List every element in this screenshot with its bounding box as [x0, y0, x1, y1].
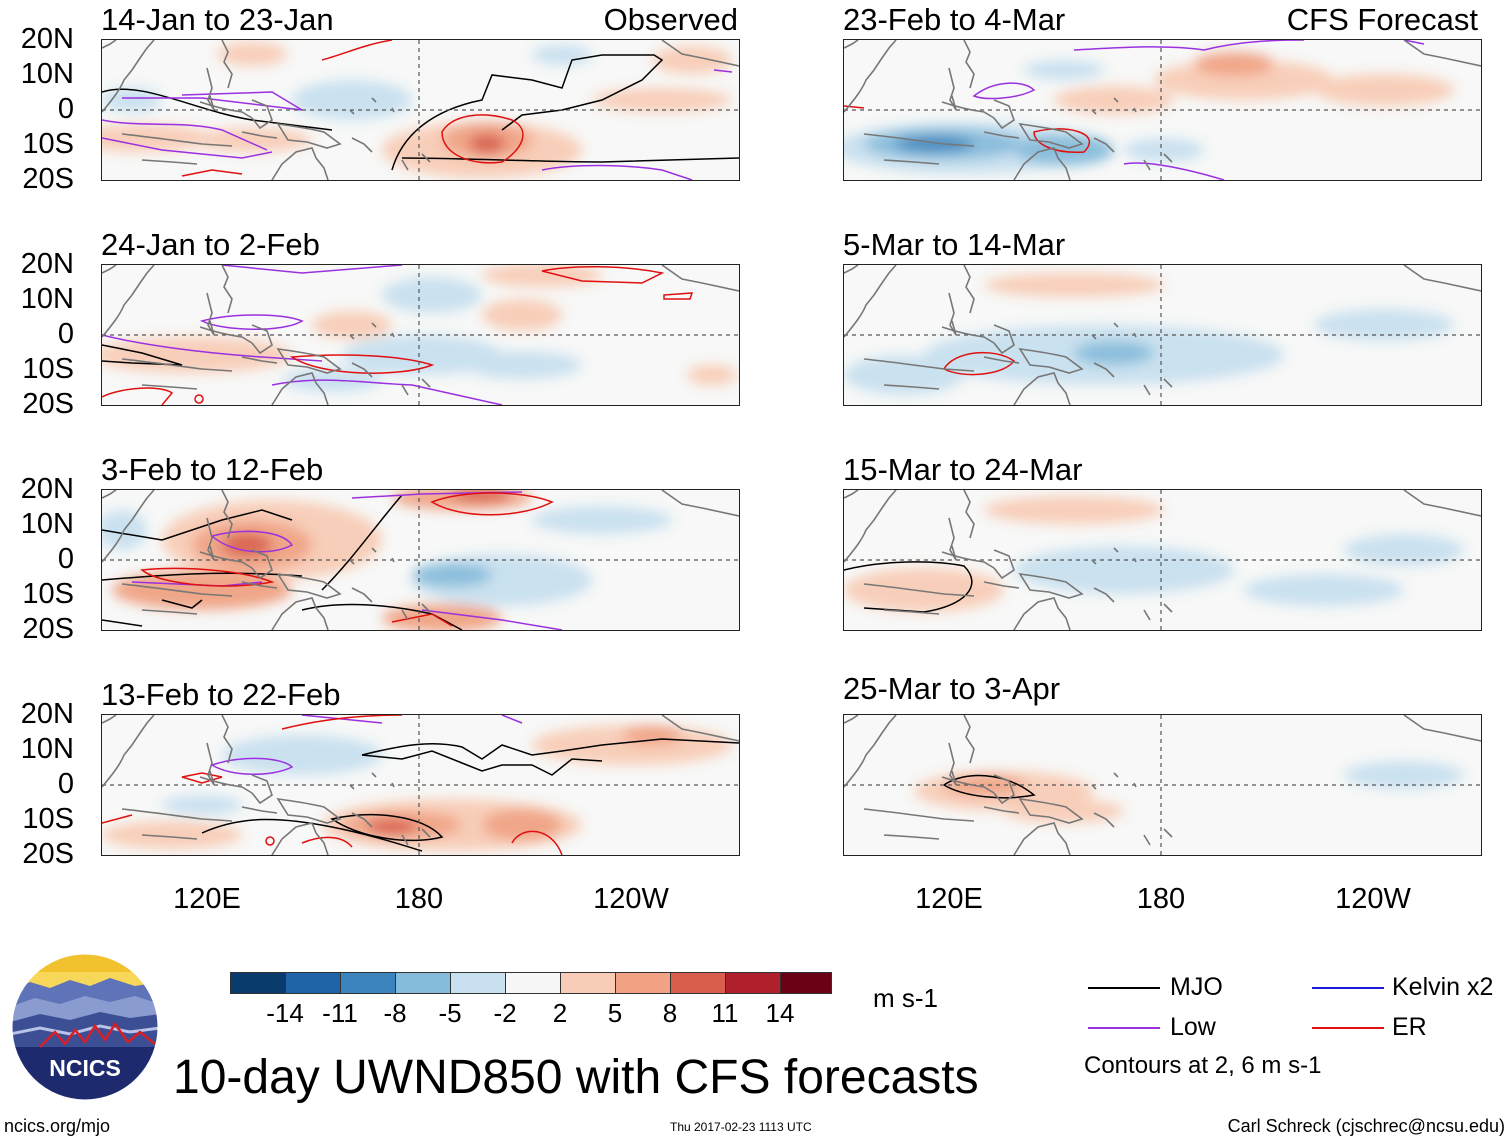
- colorbar-segment: [285, 972, 341, 994]
- lat-label: 20S: [22, 838, 74, 870]
- lat-label: 20N: [20, 248, 74, 280]
- legend-label: MJO: [1170, 973, 1223, 1001]
- figure-title: 10-day UWND850 with CFS forecasts: [173, 1051, 979, 1104]
- lat-label: 20N: [20, 473, 74, 505]
- lat-label: 0: [57, 768, 74, 800]
- lat-label: 20N: [20, 698, 74, 730]
- legend-swatch-er: [1312, 1027, 1384, 1029]
- observed-label: Observed: [603, 2, 738, 37]
- colorbar-tick-label: -11: [322, 998, 358, 1028]
- lat-label: 10N: [20, 283, 74, 315]
- panel-title: 13-Feb to 22-Feb: [101, 677, 341, 712]
- legend-swatch-low: [1088, 1027, 1160, 1029]
- lon-label: 120W: [1335, 883, 1411, 915]
- panel-title: 24-Jan to 2-Feb: [101, 227, 320, 262]
- website-link[interactable]: ncics.org/mjo: [4, 1116, 111, 1136]
- lat-label: 0: [57, 543, 74, 575]
- lon-label: 120W: [593, 883, 669, 915]
- lat-label: 10S: [22, 353, 74, 385]
- lon-label: 180: [1136, 883, 1186, 915]
- legend-label: ER: [1392, 1013, 1427, 1041]
- panel-title: 25-Mar to 3-Apr: [843, 671, 1061, 706]
- logo-text: NCICS: [49, 1055, 121, 1081]
- legend-label: Low: [1170, 1013, 1216, 1041]
- legend-swatch-kelvin: [1312, 987, 1384, 989]
- colorbar-segment: [670, 972, 726, 994]
- author-credit: Carl Schreck (cjschrec@ncsu.edu): [1227, 1116, 1505, 1136]
- lat-label: 10S: [22, 803, 74, 835]
- lat-label: 0: [57, 93, 74, 125]
- legend-note: Contours at 2, 6 m s-1: [1084, 1052, 1322, 1079]
- panel-title: 3-Feb to 12-Feb: [101, 452, 324, 487]
- lat-label: 10N: [20, 508, 74, 540]
- legend-label: Kelvin x2: [1392, 973, 1494, 1001]
- colorbar-segment: [395, 972, 451, 994]
- lat-label: 10N: [20, 733, 74, 765]
- colorbar-tick-label: -2: [493, 998, 517, 1028]
- panel-map: [101, 714, 740, 856]
- colorbar-segment: [230, 972, 286, 994]
- panel-map: [843, 489, 1482, 631]
- colorbar-segment: [615, 972, 671, 994]
- lon-label: 120E: [915, 883, 983, 915]
- colorbar-tick-label: 11: [711, 998, 739, 1028]
- lat-label: 20S: [22, 388, 74, 420]
- panel-map: [843, 714, 1482, 856]
- colorbar-tick-label: -8: [383, 998, 407, 1028]
- colorbar-segment: [340, 972, 396, 994]
- lat-label: 10S: [22, 578, 74, 610]
- colorbar-tick-label: -5: [438, 998, 462, 1028]
- panel-title: 5-Mar to 14-Mar: [843, 227, 1066, 262]
- colorbar-segment: [725, 972, 781, 994]
- forecast-label: CFS Forecast: [1286, 2, 1478, 37]
- lat-label: 20S: [22, 163, 74, 195]
- panel-title: 14-Jan to 23-Jan: [101, 2, 334, 37]
- panel-map: [101, 39, 740, 181]
- lat-label: 20N: [20, 23, 74, 55]
- colorbar-unit: m s-1: [873, 983, 938, 1013]
- lon-label: 120E: [173, 883, 241, 915]
- lat-label: 20S: [22, 613, 74, 645]
- colorbar-segment: [505, 972, 561, 994]
- timestamp: Thu 2017-02-23 1113 UTC: [670, 1120, 812, 1134]
- panel-map: [101, 264, 740, 406]
- lon-label: 180: [394, 883, 444, 915]
- lat-label: 0: [57, 318, 74, 350]
- panel-map: [843, 39, 1482, 181]
- colorbar-segment: [560, 972, 616, 994]
- colorbar-tick-label: 14: [765, 998, 795, 1028]
- ncics-logo: NCICS: [10, 952, 160, 1102]
- colorbar-segment: [450, 972, 506, 994]
- panel-title: 15-Mar to 24-Mar: [843, 452, 1083, 487]
- colorbar-tick-label: -14: [266, 998, 304, 1028]
- legend-swatch-mjo: [1088, 987, 1160, 989]
- colorbar-tick-label: 8: [662, 998, 678, 1028]
- panel-title: 23-Feb to 4-Mar: [843, 2, 1066, 37]
- colorbar-segment: [780, 972, 832, 994]
- colorbar-tick-label: 5: [607, 998, 623, 1028]
- lat-label: 10N: [20, 58, 74, 90]
- lat-label: 10S: [22, 128, 74, 160]
- panel-map: [843, 264, 1482, 406]
- panel-map: [101, 489, 740, 631]
- colorbar-tick-label: 2: [552, 998, 568, 1028]
